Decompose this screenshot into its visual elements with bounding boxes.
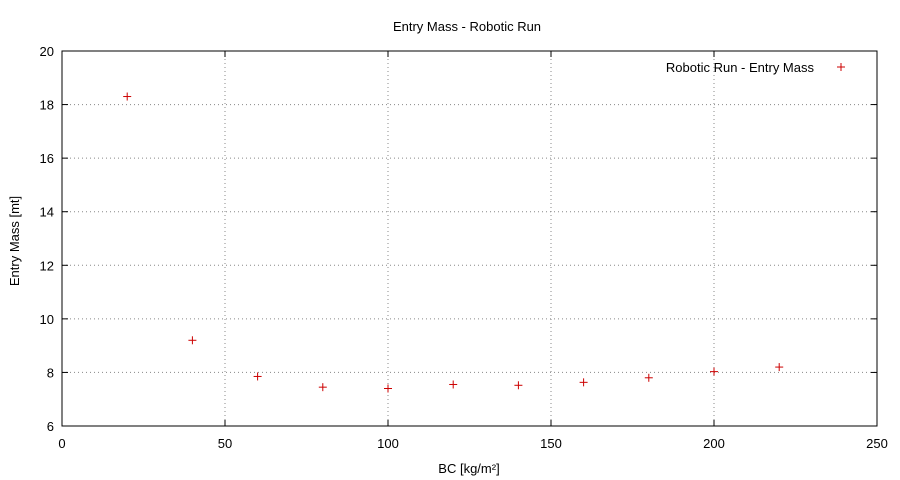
data-point [514, 381, 523, 390]
x-tick-label: 200 [703, 436, 725, 451]
x-axis-label: BC [kg/m²] [438, 461, 499, 476]
y-tick-label: 16 [40, 151, 54, 166]
data-point [123, 92, 132, 101]
y-axis-label: Entry Mass [mt] [7, 196, 22, 286]
legend: Robotic Run - Entry Mass [666, 60, 845, 75]
data-point [188, 336, 197, 345]
data-point [449, 380, 458, 389]
x-tick-label: 0 [58, 436, 65, 451]
data-point [253, 372, 262, 381]
plot-frame [61, 50, 878, 427]
x-tick-label: 100 [377, 436, 399, 451]
y-tick-label: 6 [47, 419, 54, 434]
y-tick-label: 12 [40, 258, 54, 273]
data-point [710, 367, 718, 376]
y-tick-label: 18 [40, 98, 54, 113]
legend-label: Robotic Run - Entry Mass [666, 60, 815, 75]
y-tick-label: 10 [40, 312, 54, 327]
y-tick-label: 14 [40, 205, 54, 220]
x-tick-label: 50 [218, 436, 232, 451]
data-point [644, 373, 653, 382]
data-points [123, 92, 784, 393]
chart-title: Entry Mass - Robotic Run [393, 19, 541, 34]
y-tick-label: 8 [47, 365, 54, 380]
x-tick-label: 150 [540, 436, 562, 451]
data-point [579, 378, 588, 387]
data-point [318, 383, 327, 392]
legend-marker [837, 63, 845, 71]
grid [62, 51, 877, 426]
data-point [775, 363, 784, 372]
axis-ticks: 0 50 100 150 200 250 6 8 10 12 14 16 18 20 [40, 44, 888, 451]
x-tick-label: 250 [866, 436, 888, 451]
legend-marker-symbol [837, 63, 845, 71]
data-point [384, 384, 392, 393]
y-tick-label: 20 [40, 44, 54, 59]
